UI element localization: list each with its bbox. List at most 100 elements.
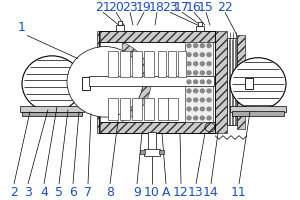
Text: 19: 19 [136,1,152,14]
Text: 20: 20 [108,1,124,14]
Bar [120,51,130,77]
Circle shape [187,71,191,75]
Text: 17: 17 [174,1,190,14]
Text: 23: 23 [162,1,178,14]
Bar [158,51,166,77]
Circle shape [200,116,204,120]
Bar [178,51,186,77]
Circle shape [194,116,198,120]
Circle shape [200,89,204,93]
Text: 21: 21 [95,1,111,14]
PathPatch shape [122,42,151,121]
Circle shape [187,53,191,57]
Circle shape [194,89,198,93]
Circle shape [187,116,191,120]
Bar [120,98,130,120]
Bar [132,51,142,77]
Circle shape [194,62,198,66]
Circle shape [194,71,198,75]
Bar [245,78,253,89]
Bar [100,42,214,122]
Circle shape [187,62,191,66]
Bar [108,51,118,77]
Circle shape [187,89,191,93]
Bar [99,122,215,133]
Circle shape [207,116,211,120]
Text: 14: 14 [203,186,219,199]
Circle shape [187,98,191,102]
Circle shape [200,107,204,111]
Bar [144,51,154,77]
Bar [185,42,213,122]
Circle shape [194,53,198,57]
Bar [22,112,82,116]
Bar [82,77,90,90]
Circle shape [187,44,191,48]
Bar [97,31,100,133]
Circle shape [22,56,82,112]
Bar [108,98,118,120]
Bar [88,54,100,112]
Circle shape [230,58,286,110]
Bar [144,98,154,120]
Bar [158,98,168,120]
Text: 5: 5 [55,186,63,199]
Circle shape [67,47,143,117]
Circle shape [194,107,198,111]
Bar [159,150,164,154]
Text: 18: 18 [149,1,165,14]
Bar [198,22,202,26]
Text: 13: 13 [188,186,204,199]
Bar [196,26,204,31]
Circle shape [207,89,211,93]
Circle shape [194,44,198,48]
Text: 22: 22 [217,1,233,14]
Text: 3: 3 [24,186,32,199]
Circle shape [200,98,204,102]
Circle shape [200,62,204,66]
Circle shape [200,53,204,57]
Text: 6: 6 [69,186,77,199]
Bar [99,31,215,42]
Bar [227,38,237,125]
Bar [230,106,286,112]
Text: A: A [162,186,170,199]
Circle shape [187,107,191,111]
Circle shape [187,80,191,84]
Bar [148,132,156,150]
Text: 12: 12 [173,186,189,199]
Text: 15: 15 [198,1,214,14]
Text: 11: 11 [231,186,247,199]
Circle shape [200,44,204,48]
Bar [132,98,142,120]
Circle shape [207,80,211,84]
Text: 1: 1 [18,21,26,34]
Bar [140,150,145,154]
Circle shape [207,98,211,102]
Bar [144,149,160,156]
Bar [168,51,176,77]
Bar [237,35,245,129]
Text: 9: 9 [133,186,141,199]
Text: 8: 8 [106,186,114,199]
Bar [168,98,178,120]
Text: 2: 2 [10,186,18,199]
Bar [89,54,99,112]
Circle shape [207,44,211,48]
Bar [118,21,122,25]
Text: 16: 16 [186,1,202,14]
Circle shape [207,107,211,111]
Circle shape [207,53,211,57]
Circle shape [194,80,198,84]
Bar [215,31,227,133]
Bar [232,111,284,116]
Circle shape [200,71,204,75]
Circle shape [200,80,204,84]
Text: 23: 23 [122,1,138,14]
Text: 4: 4 [40,186,48,199]
Circle shape [207,62,211,66]
Circle shape [194,98,198,102]
Text: 10: 10 [144,186,160,199]
Bar [116,25,124,31]
Text: 7: 7 [84,186,92,199]
